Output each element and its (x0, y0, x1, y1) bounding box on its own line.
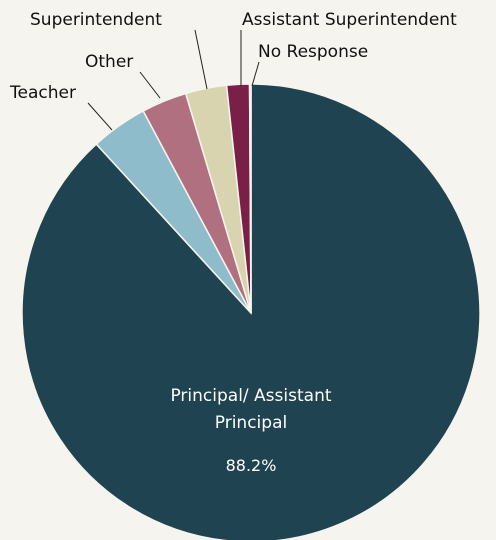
leader-line (194, 29, 208, 90)
pie-slice (21, 83, 481, 540)
leader-line (87, 102, 113, 131)
slice-label: Principal/ Assistant Principal (170, 386, 332, 433)
slice-label: Superintendent (30, 10, 162, 30)
slice-label: Teacher (9, 83, 76, 103)
leader-line (251, 61, 260, 87)
pie-slice (248, 83, 252, 314)
slice-label: Assistant Superintendent (242, 10, 457, 30)
slice-label: Other (85, 52, 133, 72)
leader-line (139, 71, 161, 99)
slice-label: No Response (258, 42, 368, 62)
value-label: 88.2% (225, 456, 277, 475)
